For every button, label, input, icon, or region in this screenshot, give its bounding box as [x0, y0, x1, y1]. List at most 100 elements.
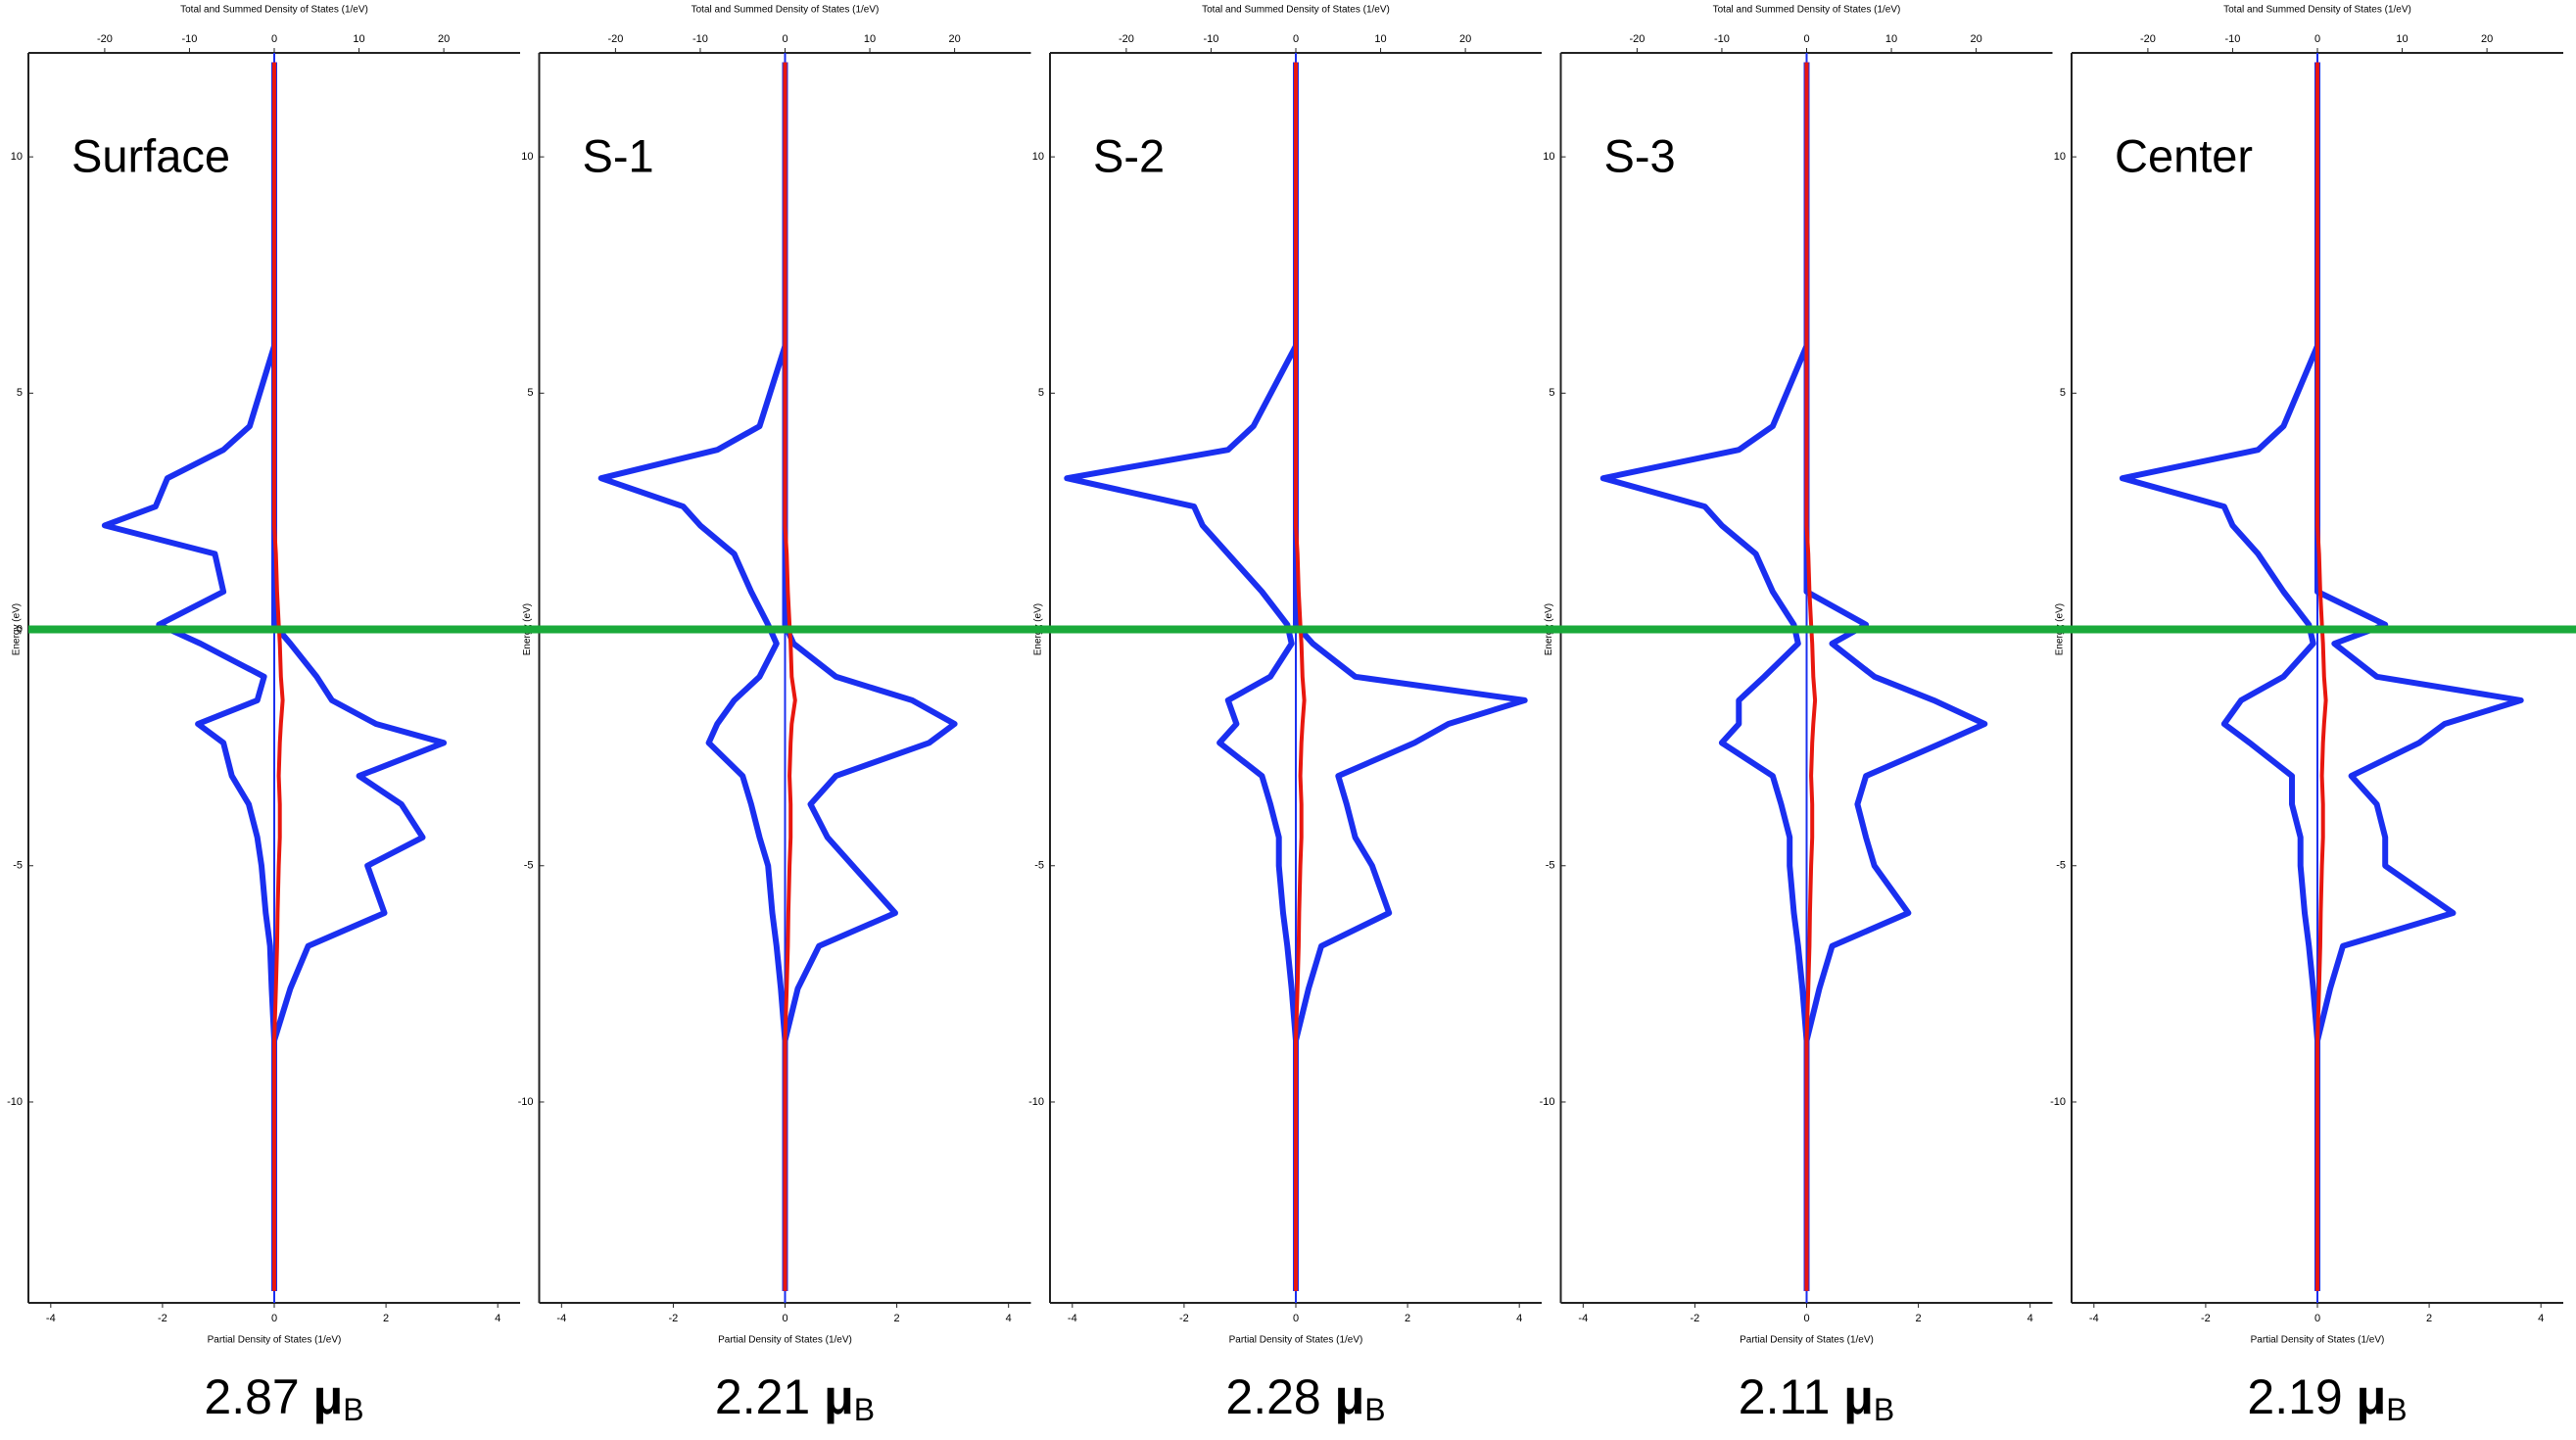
x-top-tick-label: 20 — [2481, 33, 2493, 45]
x-bottom-axis-title: Partial Density of States (1/eV) — [208, 1335, 342, 1346]
x-bottom-tick-label: 0 — [271, 1313, 277, 1324]
moment-value: 2.28 — [1225, 1369, 1334, 1424]
x-top-tick-label: 10 — [1885, 33, 1897, 45]
x-top-tick-label: -20 — [607, 33, 623, 45]
x-bottom-tick-label: 0 — [1293, 1313, 1299, 1324]
x-bottom-tick-label: 4 — [1516, 1313, 1522, 1324]
y-tick-label: -5 — [1546, 860, 1555, 872]
moment-unit: μ — [1843, 1369, 1874, 1424]
x-top-tick-label: 20 — [438, 33, 450, 45]
total-dos-line — [1803, 62, 1988, 1291]
y-tick-label: -5 — [524, 860, 534, 872]
moment-unit: μ — [313, 1369, 344, 1424]
moment-unit-subscript: B — [1874, 1392, 1894, 1427]
y-tick-label: -5 — [2056, 860, 2066, 872]
x-top-tick-label: 20 — [1459, 33, 1471, 45]
x-top-tick-label: 10 — [353, 33, 364, 45]
y-tick-label: 5 — [527, 387, 533, 399]
x-bottom-axis-title: Partial Density of States (1/eV) — [1740, 1335, 1874, 1346]
x-top-tick-label: 20 — [1970, 33, 1981, 45]
moment-unit: μ — [824, 1369, 854, 1424]
partial-dos-line — [1294, 62, 1307, 1291]
x-bottom-tick-label: -2 — [1691, 1313, 1700, 1324]
moment-value: 2.11 — [1739, 1369, 1844, 1424]
total-dos-line — [2119, 62, 2320, 1291]
partial-dos-line — [272, 62, 285, 1291]
x-top-tick-label: -10 — [181, 33, 197, 45]
moment-value: 2.19 — [2247, 1369, 2356, 1424]
y-tick-label: 10 — [1032, 151, 1044, 163]
panel-title: S-2 — [1093, 129, 1165, 181]
total-dos-line — [271, 62, 448, 1291]
x-top-tick-label: 0 — [782, 33, 787, 45]
x-top-tick-label: 10 — [864, 33, 876, 45]
moment-value: 2.87 — [204, 1369, 312, 1424]
panel-title: Surface — [72, 129, 230, 181]
x-top-tick-label: 10 — [1374, 33, 1386, 45]
x-top-tick-label: 10 — [2396, 33, 2408, 45]
x-bottom-axis-title: Partial Density of States (1/eV) — [718, 1335, 852, 1346]
x-bottom-tick-label: 0 — [1803, 1313, 1809, 1324]
magnetic-moment: 2.21 μB — [715, 1369, 875, 1427]
y-tick-label: 10 — [521, 151, 533, 163]
moment-unit-subscript: B — [854, 1392, 875, 1427]
panel-title: S-1 — [583, 129, 654, 181]
x-bottom-tick-label: -4 — [46, 1313, 56, 1324]
x-bottom-tick-label: -4 — [1578, 1313, 1588, 1324]
y-tick-label: 5 — [2060, 387, 2066, 399]
moment-unit: μ — [2357, 1369, 2387, 1424]
x-top-axis-title: Total and Summed Density of States (1/eV… — [1202, 5, 1390, 16]
partial-dos-line — [783, 62, 797, 1291]
x-bottom-axis-title: Partial Density of States (1/eV) — [1229, 1335, 1363, 1346]
y-tick-label: -10 — [518, 1096, 534, 1108]
partial-dos-line — [2315, 62, 2328, 1291]
x-top-tick-label: -10 — [692, 33, 708, 45]
magnetic-moment: 2.11 μB — [1739, 1369, 1894, 1427]
x-bottom-tick-label: -4 — [1068, 1313, 1077, 1324]
x-bottom-tick-label: 2 — [894, 1313, 900, 1324]
y-tick-label: 10 — [2054, 151, 2066, 163]
x-bottom-tick-label: -4 — [2089, 1313, 2099, 1324]
x-top-tick-label: 0 — [1803, 33, 1809, 45]
y-axis-title: Energy (eV) — [12, 603, 23, 655]
y-tick-label: -10 — [1540, 1096, 1555, 1108]
total-dos-line — [2314, 62, 2524, 1291]
x-bottom-tick-label: 4 — [1006, 1313, 1012, 1324]
x-bottom-tick-label: 4 — [2538, 1313, 2544, 1324]
magnetic-moment: 2.28 μB — [1225, 1369, 1385, 1427]
x-bottom-tick-label: 4 — [2027, 1313, 2033, 1324]
x-top-tick-label: 0 — [271, 33, 277, 45]
y-tick-label: 0 — [17, 623, 23, 635]
y-tick-label: -10 — [1028, 1096, 1044, 1108]
y-tick-label: -10 — [7, 1096, 23, 1108]
partial-dos-line — [1804, 62, 1818, 1291]
x-bottom-tick-label: 2 — [2426, 1313, 2432, 1324]
y-tick-label: 5 — [1038, 387, 1044, 399]
x-top-axis-title: Total and Summed Density of States (1/eV… — [1713, 5, 1901, 16]
x-bottom-tick-label: -2 — [1179, 1313, 1189, 1324]
moment-value: 2.21 — [715, 1369, 824, 1424]
x-bottom-tick-label: 0 — [782, 1313, 787, 1324]
x-top-tick-label: -20 — [1629, 33, 1645, 45]
x-top-tick-label: -10 — [1203, 33, 1218, 45]
total-dos-line — [1293, 62, 1528, 1291]
x-bottom-tick-label: 2 — [383, 1313, 389, 1324]
y-tick-label: 10 — [11, 151, 23, 163]
moment-unit-subscript: B — [2386, 1392, 2407, 1427]
total-dos-line — [1064, 62, 1299, 1291]
y-tick-label: -5 — [13, 860, 23, 872]
x-bottom-tick-label: -2 — [158, 1313, 167, 1324]
panel-title: S-3 — [1604, 129, 1676, 181]
x-top-axis-title: Total and Summed Density of States (1/eV… — [2223, 5, 2411, 16]
x-bottom-tick-label: 0 — [2314, 1313, 2320, 1324]
x-top-tick-label: 0 — [1293, 33, 1299, 45]
x-bottom-axis-title: Partial Density of States (1/eV) — [2251, 1335, 2385, 1346]
y-tick-label: 5 — [17, 387, 23, 399]
moment-unit-subscript: B — [1364, 1392, 1385, 1427]
x-bottom-tick-label: 4 — [495, 1313, 501, 1324]
